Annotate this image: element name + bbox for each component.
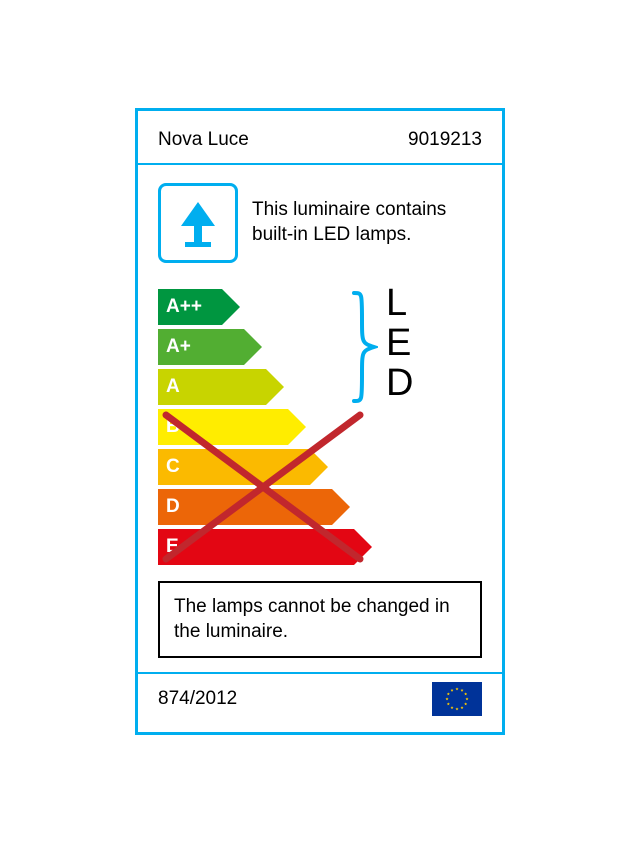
arrow-tip xyxy=(266,369,284,405)
led-vertical-label: L E D xyxy=(386,285,412,405)
regulation-number: 874/2012 xyxy=(158,688,237,710)
lamp-info-row: This luminaire contains built-in LED lam… xyxy=(138,165,502,281)
led-letter-L: L xyxy=(386,285,412,325)
arrow-body: A++ xyxy=(158,289,222,325)
arrow-label: C xyxy=(166,456,180,478)
energy-arrow-Aplusplus: A++ xyxy=(158,289,354,325)
arrow-tip xyxy=(288,409,306,445)
lamp-icon-box xyxy=(158,183,238,263)
arrow-tip xyxy=(332,489,350,525)
led-letter-D: D xyxy=(386,365,412,405)
lamp-info-text: This luminaire contains built-in LED lam… xyxy=(252,198,482,247)
energy-label-card: Nova Luce 9019213 This luminaire contain… xyxy=(135,108,505,735)
arrow-body: E xyxy=(158,529,354,565)
product-code: 9019213 xyxy=(408,129,482,151)
arrow-body: A+ xyxy=(158,329,244,365)
header-row: Nova Luce 9019213 xyxy=(138,111,502,165)
led-letter-E: E xyxy=(386,325,412,365)
led-brace xyxy=(350,289,378,409)
arrow-body: B xyxy=(158,409,288,445)
arrow-label: A+ xyxy=(166,336,191,358)
arrow-label: D xyxy=(166,496,180,518)
arrow-tip xyxy=(310,449,328,485)
eu-flag-icon xyxy=(432,682,482,716)
energy-arrows: A++ A+ ABCDE xyxy=(158,289,354,569)
arrow-tip xyxy=(222,289,240,325)
info-box-text: The lamps cannot be changed in the lumin… xyxy=(174,595,466,644)
energy-arrow-A: A xyxy=(158,369,354,405)
arrow-label: B xyxy=(166,416,180,438)
energy-chart: A++A+ABCDE L E D xyxy=(138,281,502,581)
brand-name: Nova Luce xyxy=(158,129,249,151)
energy-arrow-E: E xyxy=(158,529,354,565)
energy-arrow-C: C xyxy=(158,449,354,485)
arrow-body: D xyxy=(158,489,332,525)
arrow-body: A xyxy=(158,369,266,405)
arrow-tip xyxy=(244,329,262,365)
footer-row: 874/2012 xyxy=(138,672,502,732)
energy-arrow-Aplus: A+ xyxy=(158,329,354,365)
arrow-tip xyxy=(354,529,372,565)
info-box: The lamps cannot be changed in the lumin… xyxy=(158,581,482,658)
arrow-label: A xyxy=(166,376,180,398)
lamp-icon xyxy=(169,194,227,252)
arrow-body: C xyxy=(158,449,310,485)
arrow-label: E xyxy=(166,536,179,558)
arrow-label: A++ xyxy=(166,296,202,318)
energy-arrow-D: D xyxy=(158,489,354,525)
energy-arrow-B: B xyxy=(158,409,354,445)
